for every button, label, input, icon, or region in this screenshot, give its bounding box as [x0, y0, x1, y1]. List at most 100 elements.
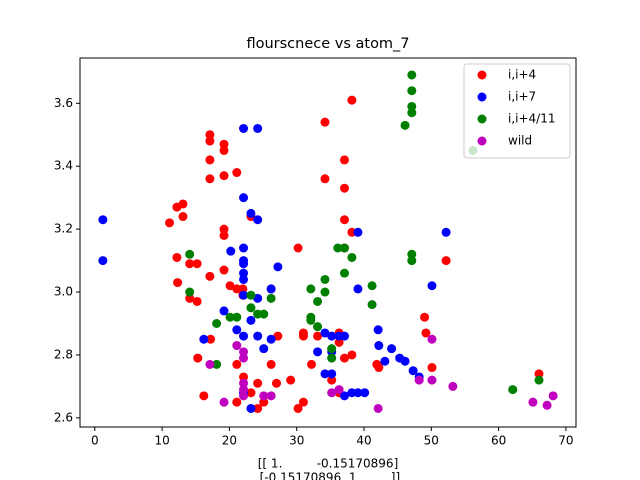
point [400, 120, 410, 130]
x-axis-label: [-0.15170896 1. ]] [256, 471, 400, 480]
point [239, 274, 249, 284]
point [205, 130, 215, 140]
point [212, 359, 222, 369]
point [407, 101, 417, 111]
point [219, 230, 229, 240]
x-tick-label: 50 [424, 434, 439, 448]
point [334, 385, 344, 395]
point [373, 403, 383, 413]
point [339, 215, 349, 225]
point [232, 312, 242, 322]
point [427, 375, 437, 385]
point [441, 227, 451, 237]
point [205, 174, 215, 184]
point [219, 145, 229, 155]
point [293, 403, 303, 413]
legend-label: i,i+4/11 [508, 112, 555, 126]
point [408, 366, 418, 376]
point [192, 296, 202, 306]
point [226, 246, 236, 256]
point [246, 315, 256, 325]
point [173, 278, 183, 288]
point [298, 331, 308, 341]
point [239, 268, 249, 278]
point [306, 315, 316, 325]
point [327, 331, 337, 341]
point [313, 331, 323, 341]
point [205, 271, 215, 281]
point [219, 139, 229, 149]
point [239, 123, 249, 133]
point [185, 287, 195, 297]
point [420, 312, 430, 322]
point [253, 293, 263, 303]
point [339, 331, 349, 341]
point [178, 199, 188, 209]
point [353, 227, 363, 237]
point [542, 400, 552, 410]
point [293, 243, 303, 253]
point [192, 259, 202, 269]
point [320, 117, 330, 127]
point [246, 388, 256, 398]
point [253, 215, 263, 225]
y-tick-label: 2.8 [54, 347, 73, 361]
point [232, 168, 242, 178]
point [339, 243, 349, 253]
point [320, 274, 330, 284]
point [219, 265, 229, 275]
point [339, 391, 349, 401]
point [421, 328, 431, 338]
point [225, 312, 235, 322]
point [239, 372, 249, 382]
point [239, 347, 249, 357]
point [259, 344, 269, 354]
y-tick-label: 3.2 [54, 222, 73, 236]
point [239, 391, 249, 401]
point [272, 378, 282, 388]
point [246, 208, 256, 218]
point [219, 224, 229, 234]
point [427, 281, 437, 291]
point [185, 259, 195, 269]
point [347, 95, 357, 105]
point [246, 403, 256, 413]
point [199, 391, 209, 401]
x-tick-label: 20 [222, 434, 237, 448]
point [407, 249, 417, 259]
legend-marker [477, 136, 487, 146]
point [339, 183, 349, 193]
point [327, 344, 337, 354]
point [239, 353, 249, 363]
point [219, 397, 229, 407]
point [273, 331, 283, 341]
point [206, 334, 216, 344]
point [232, 341, 242, 351]
point [199, 334, 209, 344]
point [259, 391, 269, 401]
legend-marker [477, 92, 487, 102]
point [246, 303, 256, 313]
point [353, 388, 363, 398]
point [528, 397, 538, 407]
point [339, 155, 349, 165]
point [232, 359, 242, 369]
point [508, 385, 518, 395]
point [407, 86, 417, 96]
point [320, 174, 330, 184]
point [327, 375, 337, 385]
y-tick-label: 3.4 [54, 159, 73, 173]
point [441, 256, 451, 266]
legend-label: i,i+7 [508, 90, 536, 104]
point [239, 385, 249, 395]
point [232, 325, 242, 335]
point [313, 296, 323, 306]
y-tick-label: 3.6 [54, 96, 73, 110]
point [266, 293, 276, 303]
point [219, 171, 229, 181]
point [448, 381, 458, 391]
point [98, 215, 108, 225]
point [232, 397, 242, 407]
point [286, 375, 296, 385]
point [339, 353, 349, 363]
